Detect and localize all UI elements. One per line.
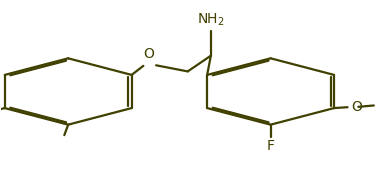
Text: O: O [351, 100, 362, 114]
Text: O: O [144, 47, 154, 61]
Text: F: F [267, 139, 275, 153]
Text: NH$_2$: NH$_2$ [197, 11, 225, 28]
